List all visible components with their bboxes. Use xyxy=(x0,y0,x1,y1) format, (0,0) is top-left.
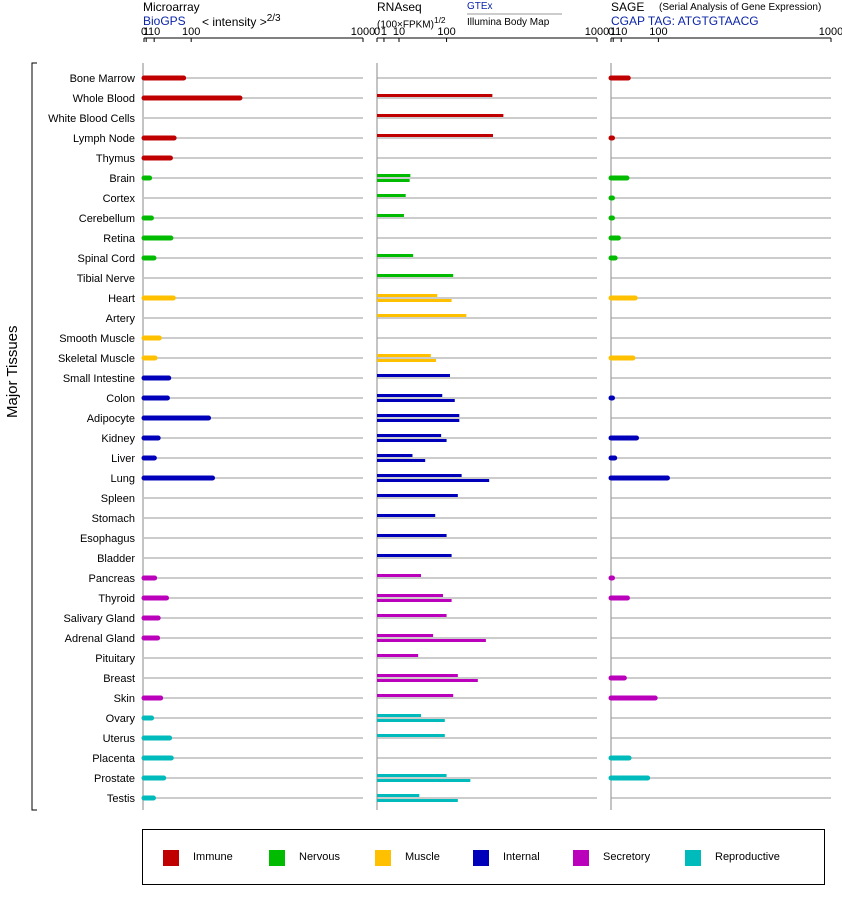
microarray-unit: < intensity >2/3 xyxy=(202,13,281,29)
microarray-tick-label-100: 100 xyxy=(182,26,200,38)
tissue-label-lung: Lung xyxy=(111,473,135,485)
rnaseq-unit: (100×FPKM)1/2 xyxy=(377,15,446,30)
tissue-label-liver: Liver xyxy=(111,453,135,465)
sage-subtitle: (Serial Analysis of Gene Expression) xyxy=(659,2,822,13)
tissue-label-thymus: Thymus xyxy=(96,153,136,165)
legend-label-immune: Immune xyxy=(193,851,233,863)
tissue-label-cortex: Cortex xyxy=(103,193,136,205)
tissue-label-salivary-gland: Salivary Gland xyxy=(63,613,135,625)
tissue-label-colon: Colon xyxy=(106,393,135,405)
tissue-label-uterus: Uterus xyxy=(103,733,136,745)
sage-tick-label-0: 0 xyxy=(608,26,614,38)
legend-swatch-internal xyxy=(473,850,489,866)
tissue-label-retina: Retina xyxy=(103,233,136,245)
legend-swatch-secretory xyxy=(573,850,589,866)
tissue-group-bracket xyxy=(31,62,37,811)
tissue-label-bladder: Bladder xyxy=(97,553,135,565)
rnaseq-tick-label-100: 100 xyxy=(437,26,455,38)
microarray-title: Microarray xyxy=(143,0,200,14)
sage-tick-label-1000: 1000 xyxy=(819,26,842,38)
rnaseq-tick-label-0: 0 xyxy=(374,26,380,38)
illumina-source-label: Illumina Body Map xyxy=(467,17,550,28)
microarray-unit-text: < intensity > xyxy=(202,15,267,29)
tissue-label-placenta: Placenta xyxy=(92,753,136,765)
tissue-label-spinal-cord: Spinal Cord xyxy=(78,253,135,265)
tissue-label-stomach: Stomach xyxy=(92,513,135,525)
sage-tag-link[interactable]: CGAP TAG: ATGTGTAACG xyxy=(611,14,759,28)
rnaseq-title: RNAseq xyxy=(377,0,422,14)
tissue-label-prostate: Prostate xyxy=(94,773,135,785)
gtex-source-link[interactable]: GTEx xyxy=(467,1,493,12)
microarray-tick-label-10: 10 xyxy=(148,26,160,38)
tissue-label-heart: Heart xyxy=(108,293,135,305)
tissue-label-lymph-node: Lymph Node xyxy=(73,133,135,145)
microarray-source-link[interactable]: BioGPS xyxy=(143,14,186,28)
tissue-label-brain: Brain xyxy=(109,173,135,185)
tissue-label-whole-blood: Whole Blood xyxy=(73,93,135,105)
tissue-label-smooth-muscle: Smooth Muscle xyxy=(59,333,135,345)
tissue-label-pituitary: Pituitary xyxy=(95,653,135,665)
tissue-label-cerebellum: Cerebellum xyxy=(79,213,135,225)
tissue-label-adrenal-gland: Adrenal Gland xyxy=(65,633,135,645)
tissue-label-artery: Artery xyxy=(106,313,136,325)
legend-swatch-muscle xyxy=(375,850,391,866)
microarray-tick-label-1000: 1000 xyxy=(351,26,375,38)
tissue-label-tibial-nerve: Tibial Nerve xyxy=(77,273,135,285)
tissue-label-adipocyte: Adipocyte xyxy=(87,413,135,425)
legend-label-nervous: Nervous xyxy=(299,851,340,863)
rnaseq-tick-label-1: 1 xyxy=(381,26,387,38)
rnaseq-unit-text: (100×FPKM) xyxy=(377,19,434,31)
legend-label-secretory: Secretory xyxy=(603,851,651,863)
microarray-tick-label-0: 0 xyxy=(141,26,147,38)
tissue-label-thyroid: Thyroid xyxy=(98,593,135,605)
rnaseq-tick-label-1000: 1000 xyxy=(585,26,609,38)
legend-label-reproductive: Reproductive xyxy=(715,851,780,863)
tissue-label-skeletal-muscle: Skeletal Muscle xyxy=(58,353,135,365)
sage-title: SAGE xyxy=(611,0,645,14)
tissue-label-skin: Skin xyxy=(114,693,135,705)
rnaseq-tick-label-10: 10 xyxy=(393,26,405,38)
tissue-label-spleen: Spleen xyxy=(101,493,135,505)
tissue-label-testis: Testis xyxy=(107,793,136,805)
microarray-unit-exponent: 2/3 xyxy=(266,13,281,24)
rnaseq-unit-exponent: 1/2 xyxy=(433,15,446,25)
tissue-label-esophagus: Esophagus xyxy=(80,533,136,545)
y-axis-label: Major Tissues xyxy=(4,325,21,418)
tissue-label-breast: Breast xyxy=(103,673,135,685)
legend-swatch-nervous xyxy=(269,850,285,866)
sage-tick-label-1: 1 xyxy=(610,26,616,38)
tissue-label-bone-marrow: Bone Marrow xyxy=(70,73,135,85)
legend-label-internal: Internal xyxy=(503,851,540,863)
sage-tick-label-100: 100 xyxy=(649,26,667,38)
legend-swatch-immune xyxy=(163,850,179,866)
tissue-label-kidney: Kidney xyxy=(101,433,135,445)
legend-label-muscle: Muscle xyxy=(405,851,440,863)
legend-swatch-reproductive xyxy=(685,850,701,866)
tissue-label-small-intestine: Small Intestine xyxy=(63,373,135,385)
sage-tick-label-10: 10 xyxy=(615,26,627,38)
legend: Immune Nervous Muscle Internal Secretory… xyxy=(142,829,825,885)
microarray-tick-label-1: 1 xyxy=(143,26,149,38)
tissue-label-white-blood-cells: White Blood Cells xyxy=(48,113,135,125)
tissue-label-ovary: Ovary xyxy=(106,713,136,725)
tissue-label-pancreas: Pancreas xyxy=(89,573,136,585)
